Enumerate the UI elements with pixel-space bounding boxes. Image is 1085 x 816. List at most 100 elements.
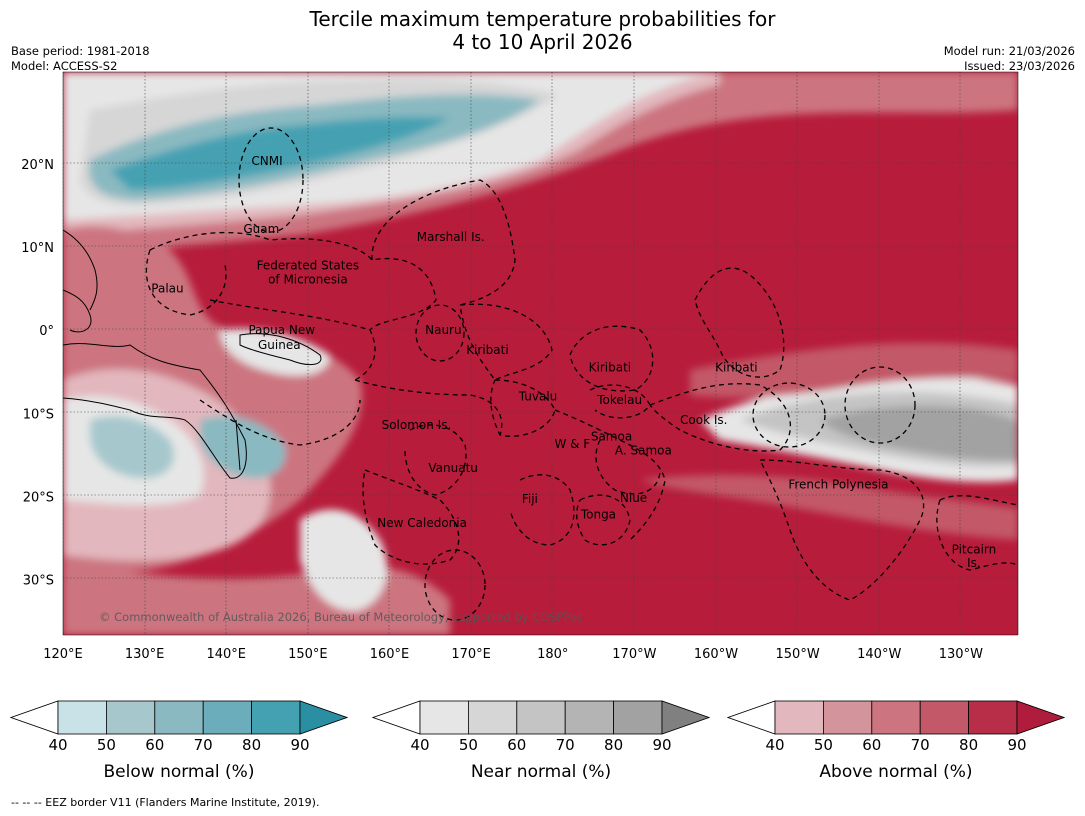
region-label: Vanuatu [428,461,478,475]
below-normal-north-core [110,116,450,190]
longitude-tick-label: 130°E [125,647,165,662]
colorbar-under-triangle [726,700,776,735]
eez-footnote: -- -- -- EEZ border V11 (Flanders Marine… [11,796,320,809]
colorbar-segment [774,700,824,735]
region-label: Tokelau [596,393,642,407]
latitude-ticks: 20°N 10°N 0° 10°S 20°S 30°S [21,158,54,588]
colorbar-segment [419,700,469,735]
meta-right: Model run: 21/03/2026 Issued: 23/03/2026 [944,44,1075,74]
region-label: Cook Is. [680,413,727,427]
below-normal-west [90,416,174,479]
colorbar-tick-label: 40 [765,736,784,754]
graticule [63,72,1018,635]
region-label: CNMI [251,154,282,168]
issued-text: Issued: 23/03/2026 [964,59,1075,73]
above-moderate-northeast [720,72,1018,116]
map-title: Tercile maximum temperature probabilitie… [0,8,1085,54]
region-label: W & F [554,437,590,451]
longitude-tick-label: 150°W [776,647,820,662]
colorbar-tick-label: 90 [290,736,309,754]
colorbar-tick-label: 60 [862,736,881,754]
colorbar-near-normal: 40 50 60 70 80 90 [371,700,711,764]
region-label: Solomon Is. [382,418,452,432]
above-moderate-southeast [640,474,1018,540]
colorbar-tick-label: 70 [556,736,575,754]
region-label: Nauru [425,323,461,337]
near-normal-east-core [820,405,1018,461]
longitude-tick-label: 120°E [43,647,83,662]
colorbar-tick-label: 90 [652,736,671,754]
model-text: Model: ACCESS-S2 [11,59,118,73]
colorbar-segment [871,700,921,735]
region-label: Tuvalu [518,390,558,404]
colorbar-over-triangle [299,700,349,735]
colorbar-under-triangle [9,700,59,735]
below-normal-coral-sea [200,416,286,479]
region-label: Niue [620,491,647,505]
model-run-text: Model run: 21/03/2026 [943,44,1075,58]
region-label: Fiji [522,492,538,506]
colorbar-tick-label: 50 [814,736,833,754]
base-period-text: Base period: 1981-2018 [11,44,150,58]
region-label: Pitcairn [952,542,997,556]
above-normal-label: Above normal (%) [819,762,973,782]
colorbar-segment [106,700,156,735]
longitude-tick-label: 160°W [694,647,738,662]
region-label: A. Samoa [615,444,672,458]
colorbar-segment [57,700,107,735]
longitude-tick-label: 150°E [288,647,328,662]
region-label: Papua New [248,323,315,337]
region-label: Marshall Is. [417,230,485,244]
colorbar-tick-label: 90 [1007,736,1026,754]
colorbar-under-triangle [371,700,421,735]
region-label: Palau [151,282,183,296]
longitude-tick-label: 140°W [857,647,901,662]
longitude-tick-label: 160°E [370,647,410,662]
near-normal-label: Near normal (%) [470,762,612,782]
colorbar-tick-label: 70 [194,736,213,754]
colorbar-tick-label: 60 [507,736,526,754]
latitude-tick-label: 10°S [23,407,54,422]
longitude-tick-label: 170°E [451,647,491,662]
region-label: Kiribati [466,343,508,357]
colorbar-segment [823,700,873,735]
colorbar-tick-label: 80 [242,736,261,754]
region-label: of Micronesia [268,273,348,287]
colorbar-segment [516,700,566,735]
colorbar-tick-label: 70 [911,736,930,754]
colorbar-tick-label: 40 [48,736,67,754]
colorbar-svg: 40 50 60 70 80 90 [9,700,349,754]
region-label: Kiribati [589,361,631,375]
colorbar-svg: 40 50 60 70 80 90 [726,700,1066,754]
colorbar-tick-label: 80 [604,736,623,754]
region-label: Is. [967,556,981,570]
colorbar-segment [564,700,614,735]
longitude-tick-label: 140°E [206,647,246,662]
colorbar-tick-label: 50 [97,736,116,754]
colorbar-tick-label: 80 [959,736,978,754]
map-frame [62,71,1019,636]
meta-left: Base period: 1981-2018 Model: ACCESS-S2 [11,44,150,74]
region-label: Guam [243,222,279,236]
colorbar-segment [613,700,663,735]
latitude-tick-label: 30°S [23,573,54,588]
longitude-tick-label: 180° [537,647,568,662]
region-label: New Caledonia [377,516,467,530]
colorbar-svg: 40 50 60 70 80 90 [371,700,711,754]
latitude-tick-label: 10°N [21,241,54,256]
longitude-ticks: 120°E 130°E 140°E 150°E 160°E 170°E 180° 170°W 1… [43,647,983,662]
region-label: Tonga [580,508,616,522]
region-label: Federated States [257,258,359,272]
latitude-tick-label: 0° [39,324,54,339]
below-normal-label: Below normal (%) [103,762,255,782]
colorbar-segment [468,700,518,735]
longitude-tick-label: 170°W [612,647,656,662]
colorbar-segment [919,700,969,735]
longitude-tick-label: 130°W [939,647,983,662]
eez-borders [145,127,1018,621]
colorbar-above-normal: 40 50 60 70 80 90 [726,700,1066,764]
colorbar-segment [968,700,1018,735]
colorbar-tick-label: 60 [145,736,164,754]
colorbar-segment [251,700,301,735]
